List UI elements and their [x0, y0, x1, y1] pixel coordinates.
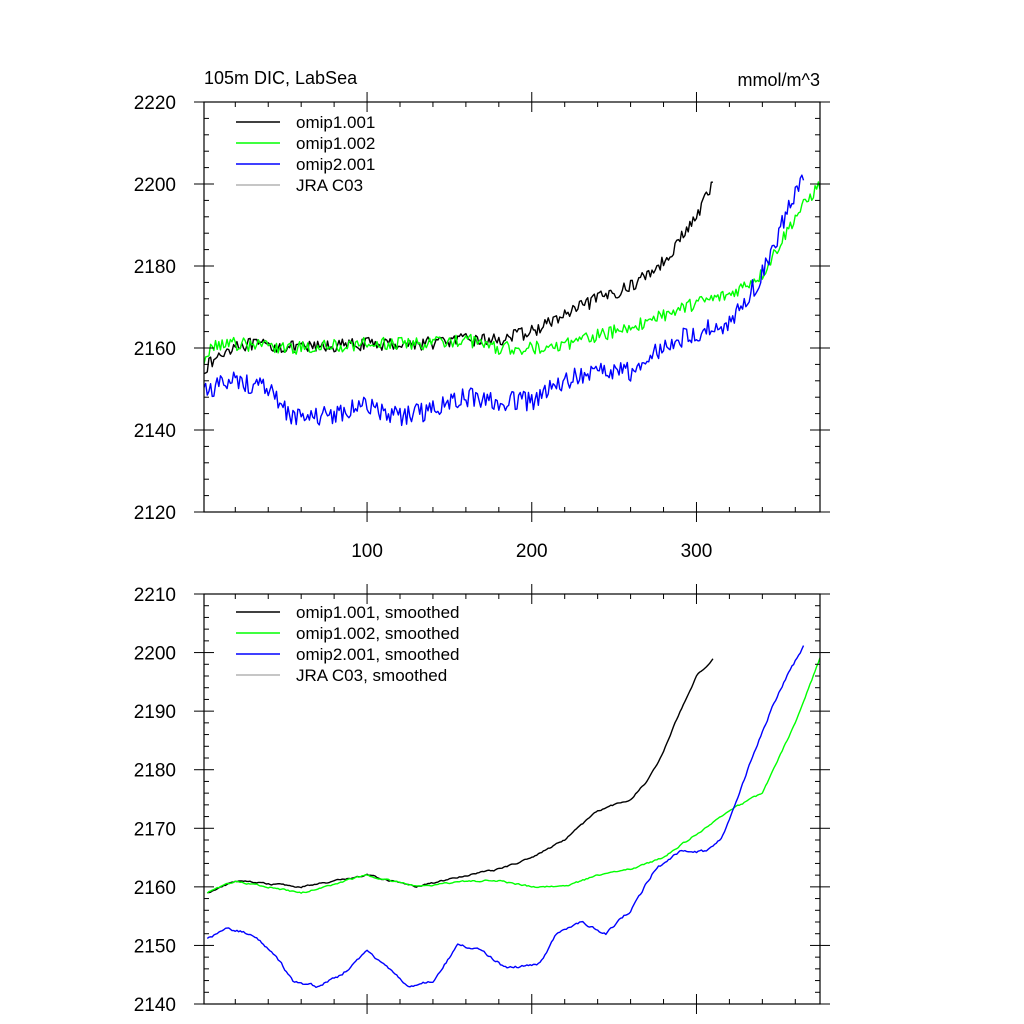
- series-line-omip1-002-smoothed: [206, 657, 820, 894]
- legend-label: omip1.001: [296, 113, 375, 132]
- x-tick-label: 100: [351, 541, 383, 562]
- units-label: mmol/m^3: [738, 70, 820, 90]
- legend-label: omip1.002: [296, 134, 375, 153]
- x-tick-label: 300: [681, 541, 713, 562]
- legend-label: omip1.002, smoothed: [296, 624, 460, 643]
- y-tick-label: 2190: [134, 702, 176, 723]
- plot-frame: [203, 101, 821, 513]
- series-line-omip1-001: [204, 181, 713, 375]
- legend-label: JRA C03: [296, 176, 363, 195]
- y-tick-label: 2180: [134, 761, 176, 782]
- x-tick-label: 200: [516, 541, 548, 562]
- top-panel-dic-raw: 100 200 300 2120 2140 2160 2180 2200 2220 omip1.0…: [134, 92, 830, 562]
- series-line-omip2-001: [204, 174, 805, 427]
- series-line-omip2-001-smoothed: [206, 645, 805, 989]
- y-tick-label: 2150: [134, 936, 176, 957]
- series-line-omip1-001-smoothed: [207, 658, 714, 894]
- bottom-panel-dic-smoothed: 2140 2150 2160 2170 2180 2190 2200 2210 omip1.00…: [134, 584, 830, 1016]
- y-tick-label: 2120: [134, 503, 176, 524]
- y-tick-label: 2170: [134, 819, 176, 840]
- y-tick-label: 2180: [134, 257, 176, 278]
- legend-label: omip2.001: [296, 155, 375, 174]
- series-line-omip1-002: [204, 181, 820, 365]
- y-tick-label: 2200: [134, 644, 176, 665]
- legend-label: omip2.001, smoothed: [296, 645, 460, 664]
- y-tick-label: 2210: [134, 585, 176, 606]
- y-tick-label: 2140: [134, 421, 176, 442]
- plot-frame: [203, 593, 821, 1005]
- y-tick-label: 2140: [134, 995, 176, 1016]
- panel-title: 105m DIC, LabSea: [204, 68, 358, 88]
- y-tick-label: 2220: [134, 93, 176, 114]
- y-tick-label: 2200: [134, 175, 176, 196]
- y-tick-label: 2160: [134, 878, 176, 899]
- legend-label: omip1.001, smoothed: [296, 603, 460, 622]
- legend-label: JRA C03, smoothed: [296, 666, 447, 685]
- y-tick-label: 2160: [134, 339, 176, 360]
